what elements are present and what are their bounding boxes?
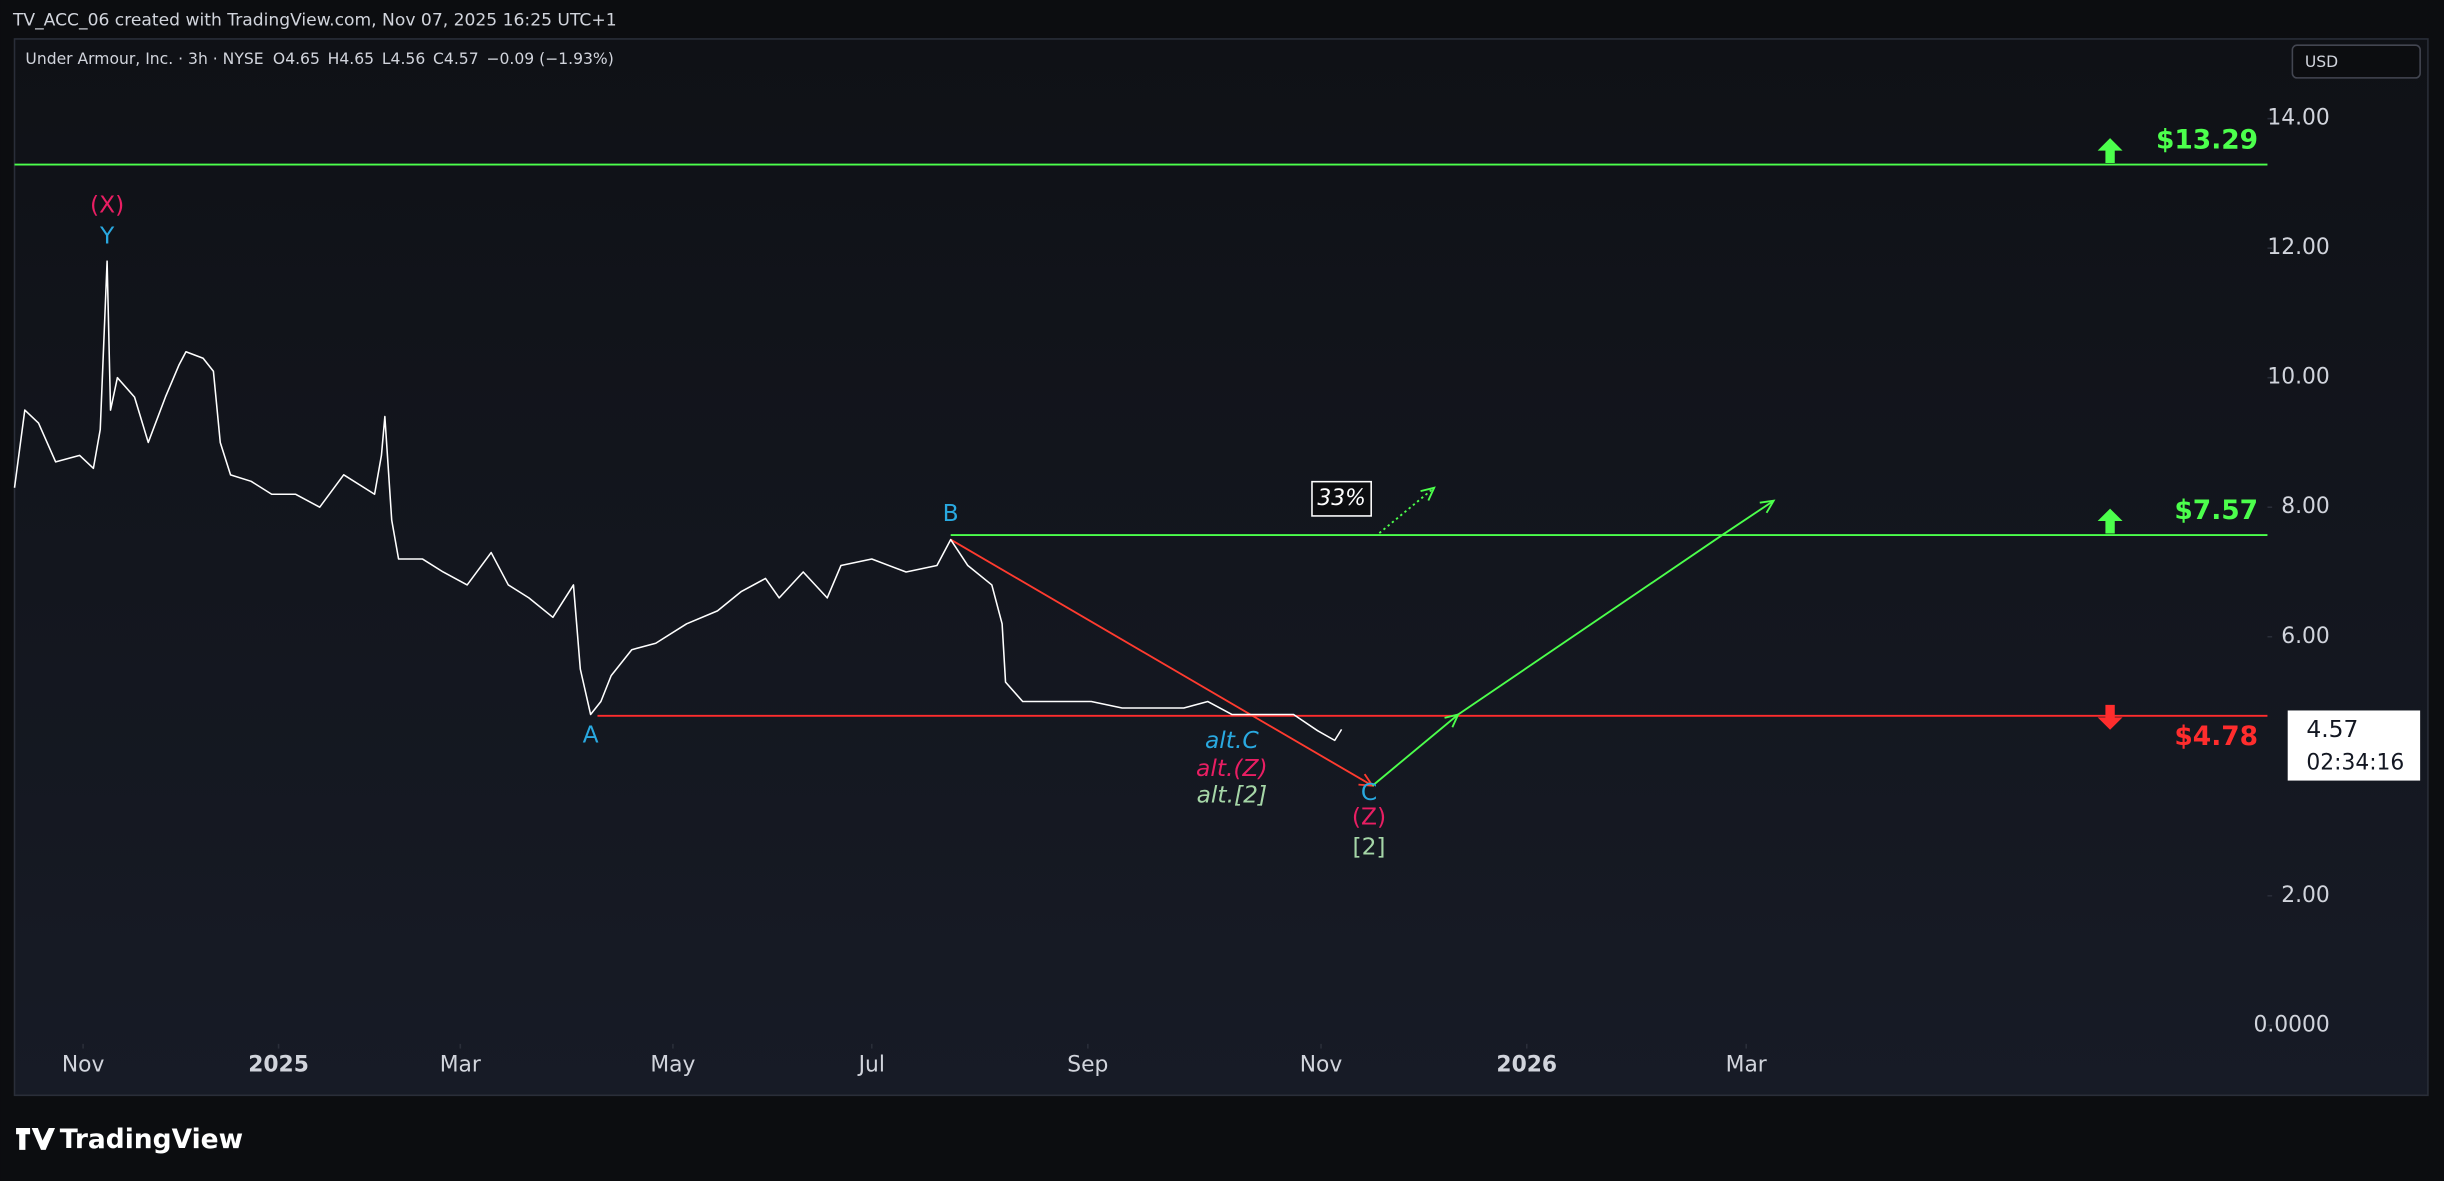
x-tick-label: 2026	[1496, 1053, 1557, 1078]
x-tick-label: Mar	[1726, 1053, 1767, 1078]
y-tick-label: 0.0000	[2253, 1012, 2329, 1037]
arrow-up	[2097, 508, 2123, 534]
price-label-box	[2287, 710, 2421, 781]
wave-label: (Z)	[1352, 803, 1386, 831]
ohlc-label: C	[433, 50, 444, 68]
x-tick-label: Jul	[857, 1053, 885, 1078]
y-tick-label: 8.00	[2281, 494, 2330, 519]
ohlc-label: O	[273, 50, 285, 68]
ohlc-label: L	[382, 50, 391, 68]
projection	[1378, 487, 1435, 534]
projection	[1371, 499, 1775, 787]
currency-button[interactable]	[2291, 44, 2421, 79]
legend-change: −0.09 (−1.93%)	[486, 50, 613, 68]
wave-label: [2]	[1352, 832, 1385, 860]
wave-label: B	[943, 499, 959, 527]
wave-label: Y	[99, 222, 115, 250]
wave-label: alt.(Z)	[1196, 754, 1268, 782]
chart-panel	[13, 38, 2429, 1097]
x-tick-label: 2025	[248, 1053, 309, 1078]
ohlc-value: 4.57	[444, 50, 479, 68]
y-tick-label: 2.00	[2281, 883, 2330, 908]
y-tick-label: 12.00	[2267, 235, 2329, 260]
brand-logo	[16, 1128, 56, 1150]
wave-label: alt.[2]	[1197, 781, 1267, 809]
arrow-head	[1444, 713, 1460, 728]
x-tick-label: Nov	[1300, 1053, 1343, 1078]
probability-label: 33%	[1317, 486, 1365, 511]
ohlc-value: 4.65	[339, 50, 374, 68]
wave-label: A	[583, 720, 599, 748]
last-price: 4.57	[2306, 715, 2358, 743]
arrow-head	[1759, 499, 1776, 514]
arrow-down	[2097, 704, 2123, 730]
wave-label: C	[1361, 778, 1377, 806]
logo-icon	[16, 1128, 56, 1150]
level-label: $4.78	[2174, 721, 2258, 752]
level-label: $13.29	[2156, 125, 2258, 156]
x-tick-label: May	[650, 1053, 695, 1078]
legend: Under Armour, Inc. · 3h · NYSE O4.65 H4.65…	[25, 50, 613, 68]
ohlc-value: 4.65	[285, 50, 320, 68]
price-line	[13, 260, 1343, 742]
header-title: TV_ACC_06 created with TradingView.com, …	[12, 10, 617, 30]
currency: USD	[2305, 53, 2338, 71]
y-tick-label: 14.00	[2267, 106, 2329, 131]
y-tick-label: 6.00	[2281, 624, 2330, 649]
legend-symbol: Under Armour, Inc. · 3h · NYSE	[25, 50, 263, 68]
projection	[950, 538, 1373, 787]
probability-box	[1311, 480, 1372, 517]
brand: TradingView	[60, 1124, 243, 1155]
level-label: $7.57	[2174, 495, 2258, 526]
y-tick-label: 10.00	[2267, 365, 2329, 390]
wave-label: (X)	[90, 191, 124, 219]
arrow-up	[2097, 138, 2123, 164]
ohlc-value: 4.56	[391, 50, 426, 68]
x-tick-label: Mar	[440, 1053, 481, 1078]
ohlc-label: H	[328, 50, 340, 68]
wave-label: alt.C	[1205, 726, 1259, 754]
x-tick-label: Nov	[62, 1053, 105, 1078]
x-tick-label: Sep	[1067, 1053, 1108, 1078]
arrow-head	[1420, 486, 1436, 501]
countdown: 02:34:16	[2306, 750, 2404, 775]
